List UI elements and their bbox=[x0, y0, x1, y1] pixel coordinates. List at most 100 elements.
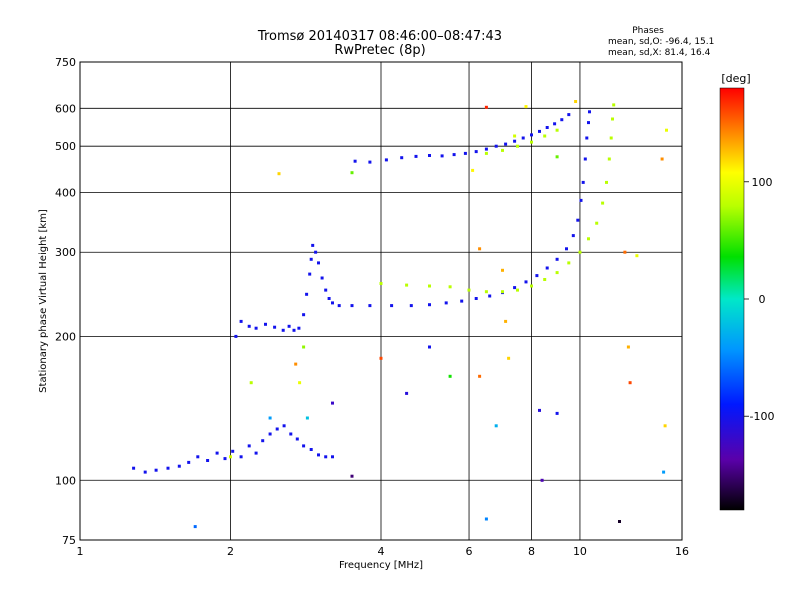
data-point bbox=[507, 356, 511, 360]
data-point bbox=[287, 324, 291, 328]
data-point bbox=[501, 148, 504, 152]
data-point bbox=[494, 424, 498, 428]
data-point bbox=[166, 466, 170, 470]
stats-heading: Phases bbox=[632, 26, 664, 36]
data-point bbox=[555, 411, 559, 415]
y-axis-label: Stationary phase Virtual Height [km] bbox=[38, 209, 49, 393]
data-point bbox=[390, 304, 394, 308]
stats-line-x: mean, sd,X: 81.4, 16.4 bbox=[608, 48, 711, 58]
data-point bbox=[452, 153, 456, 157]
data-point bbox=[277, 172, 281, 176]
data-point bbox=[177, 464, 181, 468]
x-tick-label: 6 bbox=[466, 545, 473, 558]
data-point bbox=[478, 374, 482, 378]
data-point bbox=[565, 247, 568, 251]
y-tick-label: 300 bbox=[55, 246, 76, 259]
data-point bbox=[501, 268, 504, 272]
data-point bbox=[530, 140, 533, 144]
data-point bbox=[484, 151, 488, 155]
data-points bbox=[132, 100, 668, 529]
data-point bbox=[578, 250, 582, 254]
data-point bbox=[281, 328, 285, 332]
data-point bbox=[540, 478, 544, 482]
data-point bbox=[662, 470, 666, 474]
data-point bbox=[305, 292, 309, 296]
data-point bbox=[504, 319, 508, 323]
data-point bbox=[247, 444, 251, 448]
data-point bbox=[513, 139, 517, 143]
data-point bbox=[560, 118, 564, 122]
data-point bbox=[409, 304, 413, 308]
colorbar bbox=[719, 87, 745, 511]
data-point bbox=[314, 250, 318, 254]
data-point bbox=[379, 282, 383, 285]
data-point bbox=[448, 285, 452, 289]
data-point bbox=[609, 136, 613, 140]
x-tick-label: 16 bbox=[675, 545, 689, 558]
data-point bbox=[571, 234, 575, 238]
data-point bbox=[350, 304, 354, 308]
data-point bbox=[308, 272, 312, 276]
data-point bbox=[545, 126, 549, 129]
data-point bbox=[530, 284, 533, 288]
data-point bbox=[583, 157, 587, 161]
data-point bbox=[587, 121, 590, 125]
data-point bbox=[405, 391, 409, 395]
data-point bbox=[513, 286, 517, 290]
data-point bbox=[587, 237, 590, 241]
data-point bbox=[665, 128, 668, 132]
data-point bbox=[215, 451, 219, 455]
data-point bbox=[516, 144, 519, 148]
chart-subtitle: RwPretec (8p) bbox=[334, 43, 425, 58]
data-point bbox=[400, 156, 404, 160]
data-point bbox=[254, 451, 258, 455]
data-point bbox=[581, 180, 585, 184]
data-point bbox=[535, 274, 539, 278]
data-point bbox=[317, 453, 320, 457]
data-point bbox=[611, 117, 614, 121]
data-point bbox=[448, 374, 452, 378]
plot-frame bbox=[79, 61, 683, 541]
data-point bbox=[440, 154, 444, 158]
data-point bbox=[623, 250, 627, 254]
data-point bbox=[302, 313, 306, 317]
y-tick-label: 750 bbox=[55, 56, 76, 69]
data-point bbox=[538, 408, 541, 412]
chart-title: Tromsø 20140317 08:46:00–08:47:43 bbox=[257, 29, 502, 44]
data-point bbox=[428, 284, 431, 288]
data-point bbox=[143, 470, 147, 474]
y-tick-label: 600 bbox=[55, 102, 76, 115]
colorbar-ticks: 100 0 -100 bbox=[744, 176, 774, 423]
data-point bbox=[317, 261, 320, 265]
data-point bbox=[516, 288, 519, 292]
y-tick-label: 500 bbox=[55, 140, 76, 153]
data-point bbox=[368, 304, 372, 308]
y-tick-label: 200 bbox=[55, 330, 76, 343]
x-tick-label: 8 bbox=[528, 545, 535, 558]
colorbar-tick-label: -100 bbox=[750, 410, 775, 423]
x-tick-label: 4 bbox=[378, 545, 385, 558]
data-point bbox=[585, 136, 589, 140]
data-point bbox=[239, 319, 243, 323]
data-point bbox=[588, 110, 591, 114]
grid-lines bbox=[80, 62, 682, 540]
data-point bbox=[474, 150, 478, 154]
colorbar-tick-label: 0 bbox=[759, 293, 766, 306]
data-point bbox=[595, 221, 599, 225]
data-point bbox=[294, 362, 298, 366]
x-tick-label: 2 bbox=[227, 545, 234, 558]
data-point bbox=[275, 427, 279, 431]
data-point bbox=[612, 103, 616, 107]
data-point bbox=[484, 290, 488, 294]
data-point bbox=[327, 297, 331, 300]
data-point bbox=[501, 290, 504, 294]
data-point bbox=[467, 288, 471, 292]
data-point bbox=[223, 457, 227, 461]
data-point bbox=[273, 325, 277, 329]
data-point bbox=[337, 304, 341, 308]
data-point bbox=[234, 334, 238, 338]
data-point bbox=[350, 474, 354, 478]
data-point bbox=[444, 301, 448, 305]
data-point bbox=[302, 444, 306, 448]
data-point bbox=[324, 288, 328, 292]
